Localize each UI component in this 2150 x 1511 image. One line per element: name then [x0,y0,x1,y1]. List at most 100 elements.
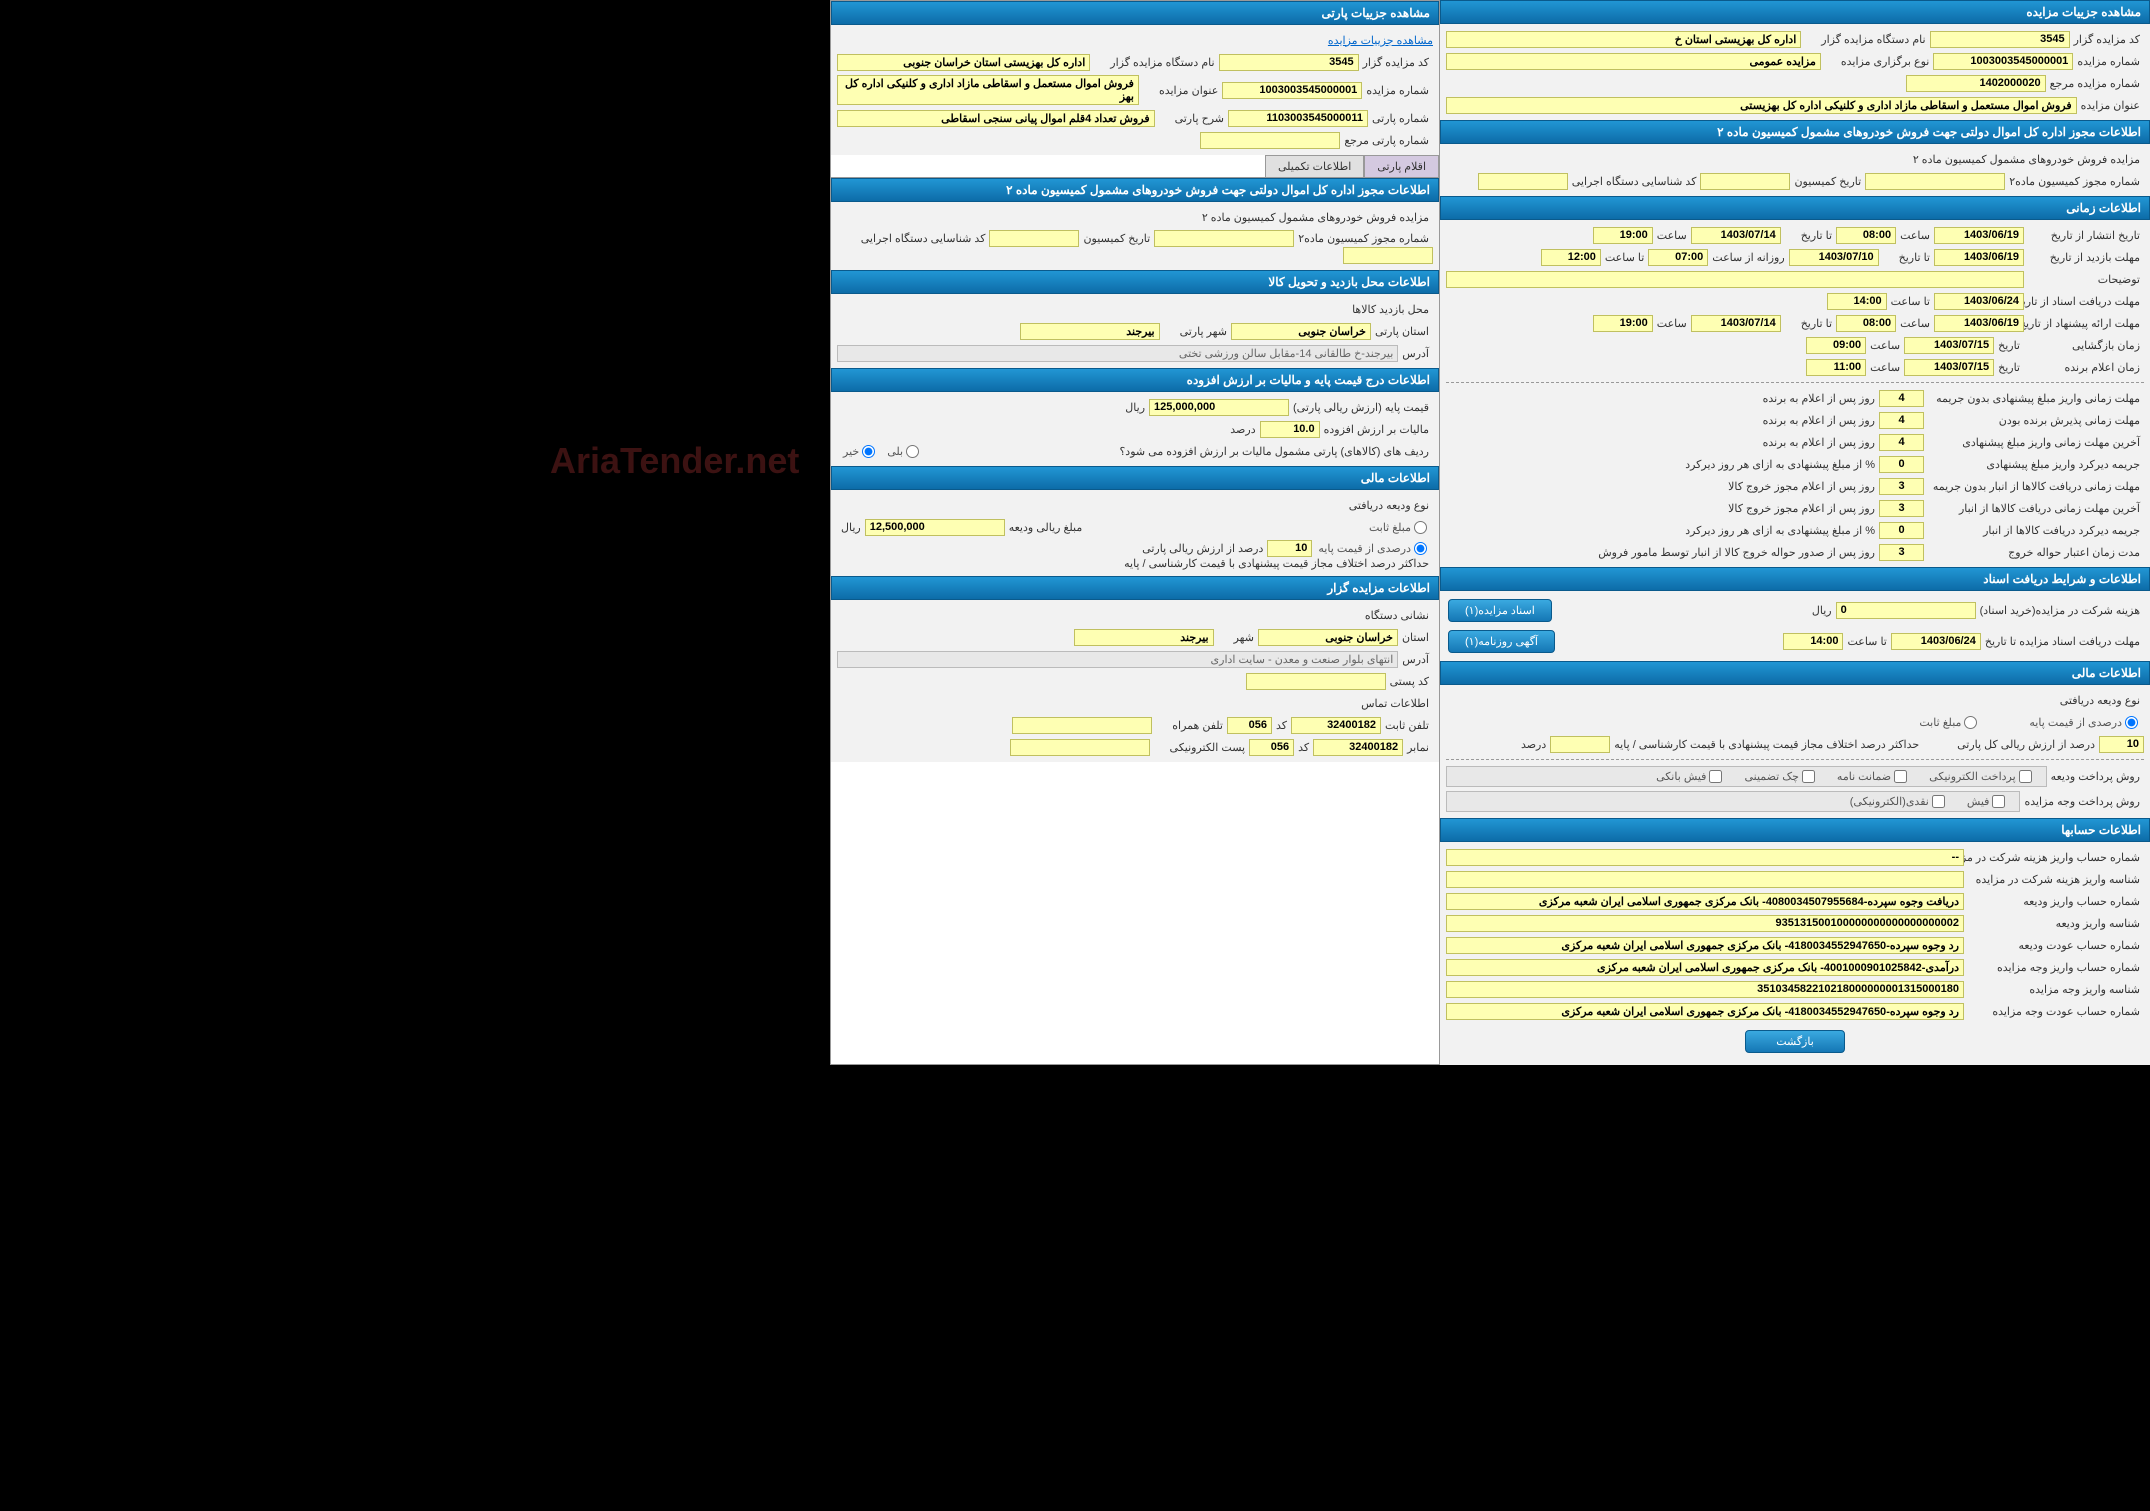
field: اداره کل بهزیستی استان خ [1446,31,1801,48]
lbl-base-unit: ریال [1121,401,1149,414]
label: ساعت [1653,229,1691,242]
lbl-permit-code-l: کد شناسایی دستگاه اجرایی [857,232,990,245]
lbl-auction-title: عنوان مزایده [2077,99,2144,112]
label: شماره پارتی مرجع [1340,134,1433,147]
fld-email [1010,739,1150,756]
lbl-mobile: تلفن همراه [1152,719,1227,732]
fld-pct: 10 [1267,540,1312,557]
fld-max-diff-r [1550,736,1610,753]
label: روز پس از صدور حواله خروج کالا از انبار … [1594,546,1879,559]
lbl-base-price: قیمت پایه (ارزش ریالی پارتی) [1289,401,1433,414]
label: ساعت [1866,361,1904,374]
radio-vat-no[interactable]: خیر [843,445,875,458]
fld-permit-code-l [1343,247,1433,264]
field: 19:00 [1593,227,1653,244]
tab-extra-info[interactable]: اطلاعات تکمیلی [1265,155,1364,177]
field: 12:00 [1541,249,1601,266]
label: زمان اعلام برنده [2024,361,2144,374]
label: شماره پارتی [1368,112,1433,125]
field: 4 [1879,434,1924,451]
fld-address: انتهای بلوار صنعت و معدن - سایت اداری [837,651,1398,668]
lbl-pct-r: درصد از ارزش ریالی کل پارتی [1953,738,2099,751]
lbl-province: استان [1398,631,1433,644]
label: جریمه دیرکرد دریافت کالاها از انبار [1924,524,2144,537]
field: 1403/07/14 [1691,315,1781,332]
fld-doc-date: 1403/06/24 [1891,633,1981,650]
lbl-deposit-type-r: نوع ودیعه دریافتی [1446,689,2144,711]
field: 0 [1879,522,1924,539]
field: 935131500100000000000000000002 [1446,915,1964,932]
btn-auction-docs[interactable]: اسناد مزایده(۱) [1448,599,1552,622]
field: 1003003545000001 [1933,53,2073,70]
label: کد مزایده گزار [2070,33,2144,46]
label: تا ساعت [1887,295,1934,308]
label: شماره حساب واریز وجه مزایده [1964,961,2144,974]
fld-mobile [1012,717,1152,734]
lbl-doc-time: تا ساعت [1843,635,1890,648]
label: توضیحات [2024,273,2144,286]
lbl-org-address: نشانی دستگاه [837,604,1433,626]
lbl-max-unit-r: درصد [1517,738,1550,751]
fld-address-party: بیرجند-خ طالقانی 14-مقابل سالن ورزشی تخت… [837,345,1398,362]
label: مهلت بازدید از تاریخ [2024,251,2144,264]
radio-fixed-r[interactable]: مبلغ ثابت [1919,716,1977,729]
fld-permit-date-l [989,230,1079,247]
label: عنوان مزایده [1139,84,1222,97]
radio-fixed-amount[interactable]: مبلغ ثابت [1369,521,1427,534]
field [1446,271,2024,288]
label: نام دستگاه مزایده گزار [1801,33,1929,46]
header-auctioneer-info: اطلاعات مزایده گزار [831,576,1439,600]
label: شماره مزایده [2073,55,2144,68]
field [1446,871,1964,888]
label: آخرین مهلت زمانی واریز مبلغ پیشنهادی [1924,436,2144,449]
label: شماره حساب واریز هزینه شرکت در مزایده [1964,851,2144,864]
label: تا تاریخ [1781,317,1836,330]
label: مهلت زمانی پذیرش برنده بودن [1924,414,2144,427]
lbl-vat-unit: درصد [1226,423,1259,436]
label: شماره حساب واریز ودیعه [1964,895,2144,908]
radio-pct-r[interactable]: درصدی از قیمت پایه [2029,716,2138,729]
tabs: اقلام پارتی اطلاعات تکمیلی [831,155,1439,178]
field: رد وجوه سپرده-4180034552947650- بانک مرک… [1446,1003,1964,1020]
label: مهلت زمانی واریز مبلغ پیشنهادی بدون جریم… [1924,392,2144,405]
fld-city-party: بیرجند [1020,323,1160,340]
field: 08:00 [1836,227,1896,244]
header-price-vat: اطلاعات درج قیمت پایه و مالیات بر ارزش ا… [831,368,1439,392]
panel-left: مشاهده جزییات پارتی مشاهده جزییات مزایده… [830,0,1440,1065]
header-permit-left: اطلاعات مجوز اداره کل اموال دولتی جهت فر… [831,178,1439,202]
radio-vat-yes[interactable]: بلی [887,445,919,458]
lbl-address: آدرس [1398,653,1433,666]
lbl-address-party: آدرس [1398,347,1433,360]
lbl-fax-code: کد [1294,741,1313,754]
lbl-fee-unit: ریال [1808,604,1836,617]
field: 14:00 [1827,293,1887,310]
label: تاریخ [1994,339,2024,352]
radio-pct-base[interactable]: درصدی از قیمت پایه [1318,542,1427,555]
field: 3545 [1219,54,1359,71]
btn-back[interactable]: بازگشت [1745,1030,1845,1053]
label: % از مبلغ پیشنهادی به ازای هر روز دیرکرد [1681,524,1879,537]
field: درآمدی-4001000901025842- بانک مرکزی جمهو… [1446,959,1964,976]
lbl-email: پست الکترونیکی [1150,741,1250,754]
field: 4 [1879,390,1924,407]
lbl-postal: کد پستی [1386,675,1433,688]
lbl-province-party: استان پارتی [1371,325,1433,338]
header-time-info: اطلاعات زمانی [1440,196,2150,220]
fld-province-party: خراسان جنوبی [1231,323,1371,340]
field: 1402000020 [1906,75,2046,92]
link-auction-details[interactable]: مشاهده جزییات مزایده [1328,34,1433,47]
label: تاریخ [1994,361,2024,374]
field: فروش تعداد 4قلم اموال پیانی سنجی اسقاطی [837,110,1155,127]
fld-phone-code: 056 [1227,717,1272,734]
btn-newspaper-ad[interactable]: آگهی روزنامه(۱) [1448,630,1555,653]
header-auction-details: مشاهده جزییات مزایده [1440,0,2150,24]
watermark: AriaTender.net [550,440,799,482]
lbl-vat-q: ردیف های (کالاهای) پارتی مشمول مالیات بر… [1115,445,1433,458]
field: -- [1446,849,1964,866]
lbl-fixed-amt: مبلغ ریالی ودیعه [1005,521,1087,534]
tab-party-items[interactable]: اقلام پارتی [1364,155,1439,177]
field: 351034582210218000000001315000180 [1446,981,1964,998]
lbl-fax: نمابر [1403,741,1433,754]
label: جریمه دیرکرد واریز مبلغ پیشنهادی [1924,458,2144,471]
header-docs-terms: اطلاعات و شرایط دریافت اسناد [1440,567,2150,591]
